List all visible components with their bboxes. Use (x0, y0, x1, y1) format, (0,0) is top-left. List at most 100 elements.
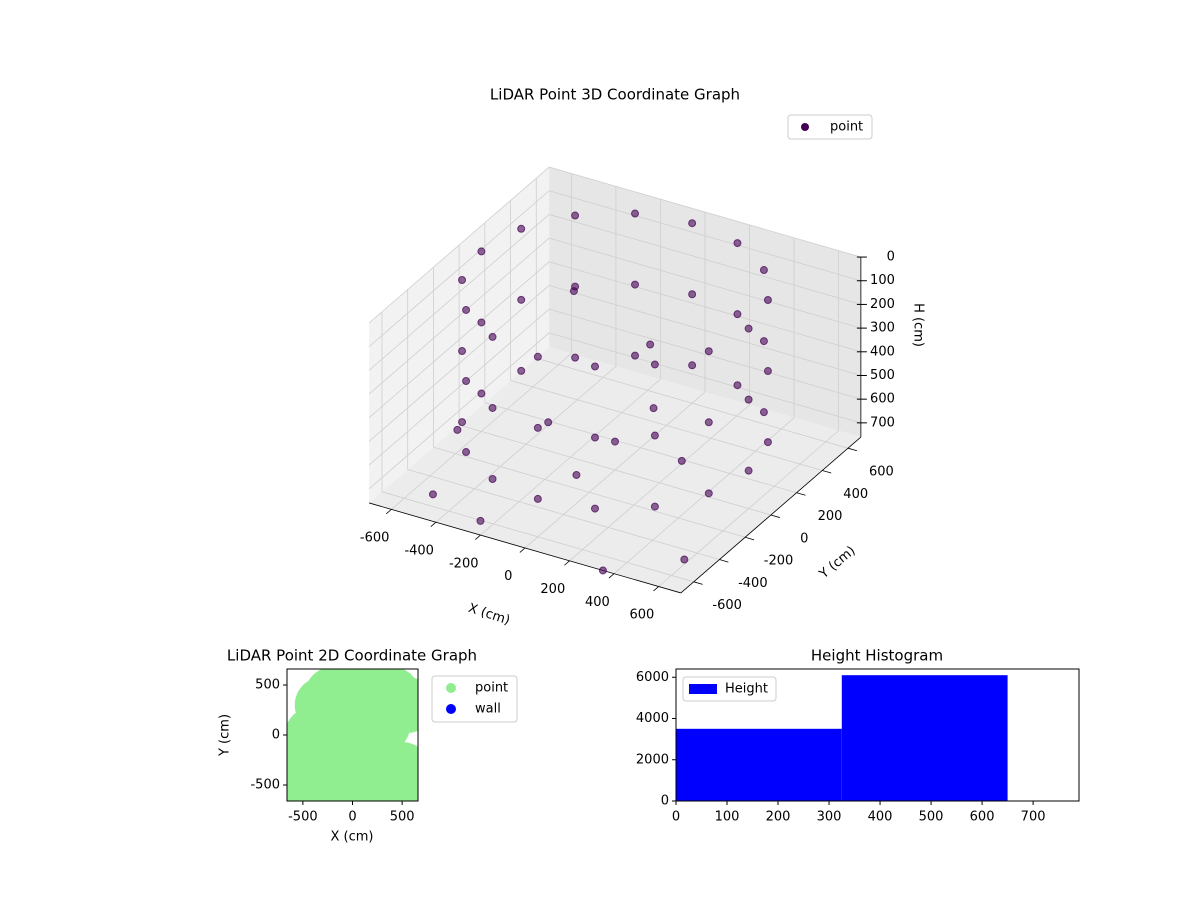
grid-line (549, 190, 861, 282)
point (477, 247, 486, 256)
point (649, 404, 658, 413)
point (631, 209, 640, 218)
grid-line (368, 285, 550, 442)
point (763, 367, 772, 376)
y-tick-label: 0 (661, 794, 669, 809)
point (379, 677, 418, 733)
tick-mark (608, 573, 615, 579)
y-tick-label: -200 (764, 554, 794, 569)
y-tick-label: 6000 (636, 670, 669, 685)
legend-label: point (475, 681, 508, 696)
legend-label: Height (725, 682, 768, 697)
point (733, 381, 742, 390)
point (571, 353, 580, 362)
grid-line (549, 261, 861, 353)
x-tick-label: -600 (360, 531, 390, 546)
z-tick-label: 400 (870, 344, 895, 359)
grid-line (368, 308, 550, 466)
point (688, 219, 697, 228)
point (590, 362, 599, 371)
x-tick-label: 0 (504, 569, 512, 584)
point (462, 377, 471, 386)
point (462, 448, 471, 457)
tick-mark (770, 514, 780, 518)
z-tick-label: 200 (870, 297, 895, 312)
tick-mark (719, 559, 729, 563)
legend-marker (689, 684, 717, 694)
grid-line (459, 424, 771, 516)
z-tick-label: 600 (870, 392, 895, 407)
x-tick-label: 300 (817, 810, 842, 825)
grid-line (368, 190, 550, 347)
y-tick-label: 400 (843, 487, 868, 502)
point (488, 332, 497, 341)
chart-2d: point wall -500 0 500 -500 0 500 LiDAR Point 2D … (218, 647, 518, 845)
y-tick-label: 600 (869, 465, 894, 480)
point (428, 490, 437, 499)
z-tick-label: 700 (870, 415, 895, 430)
point (571, 211, 580, 220)
y-axis-label: Y (cm) (218, 714, 233, 757)
legend-box (682, 676, 777, 702)
point (462, 305, 471, 314)
point (488, 403, 497, 412)
tick-mark (693, 581, 703, 585)
point (650, 360, 659, 369)
point (517, 295, 526, 304)
point (704, 418, 713, 427)
grid-line (368, 214, 550, 371)
tick-mark (796, 492, 806, 496)
y-tick-label: 500 (255, 678, 280, 693)
z-tick-label: 100 (870, 273, 895, 288)
point (688, 290, 697, 299)
point (631, 280, 640, 289)
point (611, 437, 619, 446)
x-tick-label: 500 (919, 810, 944, 825)
point (763, 438, 772, 447)
point (759, 266, 768, 275)
point (517, 366, 526, 375)
tick-mark (385, 509, 392, 515)
grid-line (510, 380, 823, 471)
y-tick-label: 0 (800, 531, 808, 546)
point (544, 418, 553, 427)
point (533, 423, 542, 432)
point (477, 389, 486, 398)
point (733, 310, 742, 319)
z-tick-label: 0 (887, 250, 895, 265)
point (458, 275, 467, 284)
x-tick-label: 600 (629, 608, 654, 623)
chart-title: LiDAR Point 2D Coordinate Graph (227, 647, 477, 665)
point (759, 337, 768, 346)
grid-line (549, 285, 861, 376)
z-tick-label: 300 (870, 321, 895, 336)
point (704, 347, 713, 356)
y-axis-line (680, 436, 862, 594)
point (533, 494, 542, 503)
x-axis-line (369, 502, 681, 594)
point (763, 296, 772, 305)
point (704, 489, 713, 498)
x-tick-label: 200 (766, 810, 791, 825)
point (590, 504, 599, 513)
grid-line (381, 491, 694, 583)
grid-line (368, 332, 550, 490)
grid-line (549, 237, 861, 329)
grid-line (549, 332, 861, 424)
y-tick-label: -400 (738, 576, 768, 591)
point (759, 408, 768, 417)
bar (841, 675, 1008, 801)
point (733, 239, 742, 248)
x-tick-label: 700 (1021, 810, 1046, 825)
chart-title: Height Histogram (811, 647, 943, 665)
point (517, 224, 526, 233)
axes-frame (675, 668, 1080, 802)
tick-mark (745, 536, 755, 541)
point (680, 555, 689, 564)
x-tick-label: -500 (288, 810, 318, 825)
point (650, 431, 659, 440)
point (458, 347, 467, 356)
x-tick-label: 600 (970, 810, 995, 825)
y-tick-label: 200 (818, 509, 843, 524)
